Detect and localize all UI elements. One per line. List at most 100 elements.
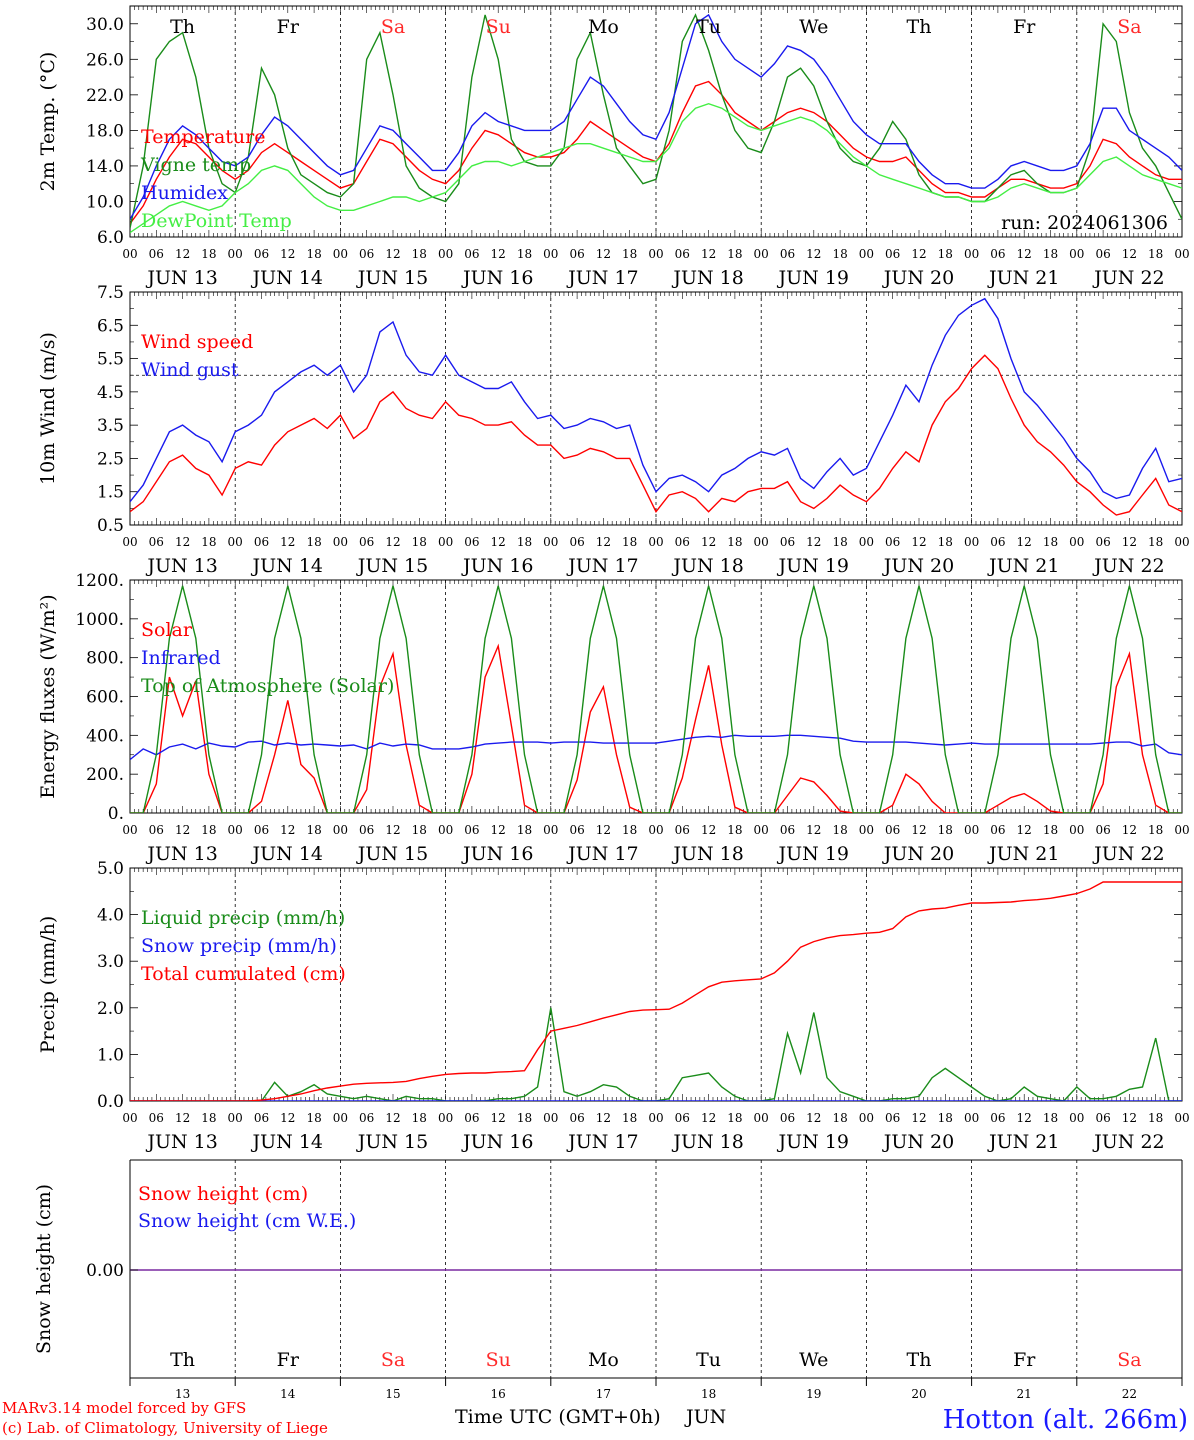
x-day-number: 19: [806, 1387, 821, 1401]
y-tick-label: 30.0: [86, 15, 124, 35]
x-date-label: JUN 20: [882, 1131, 954, 1153]
x-tick-label: 18: [832, 1111, 847, 1125]
x-tick-label: 12: [280, 823, 295, 837]
x-tick-label: 12: [280, 1111, 295, 1125]
x-tick-label: 06: [359, 535, 374, 549]
x-tick-label: 00: [543, 535, 558, 549]
weekday-label: Th: [907, 16, 932, 38]
x-tick-label: 06: [780, 247, 795, 261]
weekday-label: Sa: [381, 1349, 405, 1371]
x-tick-label: 00: [228, 247, 243, 261]
weekday-label: Mo: [588, 16, 619, 38]
y-tick-label: 1000.: [75, 610, 124, 630]
legend-entry: Temperature: [141, 126, 265, 148]
x-tick-label: 06: [885, 823, 900, 837]
x-tick-label: 18: [938, 535, 953, 549]
x-date-label: JUN 22: [1092, 555, 1164, 577]
x-tick-label: 06: [464, 535, 479, 549]
x-tick-label: 18: [938, 1111, 953, 1125]
y-tick-label: 6.0: [97, 228, 124, 248]
x-day-number: 13: [175, 1387, 190, 1401]
y-tick-label: 200.: [86, 765, 124, 785]
legend-entry: Vigne temp: [140, 154, 251, 176]
x-tick-label: 18: [306, 823, 321, 837]
x-tick-label: 18: [412, 1111, 427, 1125]
x-tick-label: 00: [438, 823, 453, 837]
x-tick-label: 00: [1069, 247, 1084, 261]
x-date-label: JUN 19: [777, 1131, 849, 1153]
x-tick-label: 12: [491, 1111, 506, 1125]
x-tick-label: 18: [622, 823, 637, 837]
x-tick-label: 00: [859, 535, 874, 549]
weekday-label: Su: [486, 1349, 511, 1371]
series-line-humidex: [130, 13, 1182, 220]
y-tick-label: 1200.: [75, 571, 124, 591]
x-date-label: JUN 13: [145, 843, 217, 865]
x-tick-label: 06: [675, 535, 690, 549]
x-day-number: 14: [280, 1387, 296, 1401]
x-tick-label: 18: [306, 535, 321, 549]
x-tick-label: 12: [491, 247, 506, 261]
x-tick-label: 18: [412, 823, 427, 837]
station-name: Hotton (alt. 266m): [943, 1405, 1188, 1435]
legend-entry: Humidex: [141, 182, 228, 204]
x-tick-label: 12: [596, 1111, 611, 1125]
x-tick-label: 12: [280, 247, 295, 261]
y-axis-label: Energy fluxes (W/m²): [37, 594, 59, 798]
x-tick-label: 06: [990, 1111, 1005, 1125]
x-tick-label: 12: [701, 1111, 716, 1125]
x-tick-label: 18: [517, 535, 532, 549]
legend-entry: DewPoint Temp: [141, 210, 292, 232]
y-tick-label: 5.0: [97, 859, 124, 879]
x-tick-label: 12: [1122, 823, 1137, 837]
meteogram-panels: 6.0 10.0 14.0 18.0 22.0 26.0 30.0 2m Temp. (°C)…: [33, 5, 1190, 1401]
x-date-label: JUN 13: [145, 555, 217, 577]
weekday-label: Sa: [1117, 1349, 1141, 1371]
time-axis-label: Time UTC (GMT+0h): [455, 1406, 661, 1428]
weekday-label: Th: [170, 1349, 195, 1371]
x-tick-label: 00: [754, 823, 769, 837]
weekday-label: Tu: [696, 16, 721, 38]
x-day-number: 15: [385, 1387, 400, 1401]
x-date-label: JUN 19: [777, 267, 849, 289]
x-tick-label: 06: [464, 247, 479, 261]
x-tick-label: 12: [491, 535, 506, 549]
x-tick-label: 06: [254, 247, 269, 261]
x-tick-label: 00: [438, 1111, 453, 1125]
y-tick-label: 0.0: [97, 1092, 124, 1112]
x-tick-label: 06: [990, 247, 1005, 261]
x-tick-label: 12: [1122, 247, 1137, 261]
x-tick-label: 12: [1017, 535, 1032, 549]
x-tick-label: 00: [122, 247, 137, 261]
x-tick-label: 06: [359, 247, 374, 261]
x-tick-label: 06: [149, 247, 164, 261]
x-date-label: JUN 17: [566, 1131, 638, 1153]
x-tick-label: 06: [569, 823, 584, 837]
x-tick-label: 00: [964, 535, 979, 549]
x-day-number: 17: [596, 1387, 611, 1401]
legend-entry: Liquid precip (mm/h): [141, 907, 345, 929]
footer: MARv3.14 model forced by GFS (c) Lab. of…: [2, 1399, 1188, 1437]
x-tick-label: 18: [1148, 823, 1163, 837]
x-tick-label: 00: [228, 535, 243, 549]
x-date-label: JUN 16: [461, 267, 533, 289]
x-tick-label: 12: [1122, 1111, 1137, 1125]
x-tick-label: 00: [859, 1111, 874, 1125]
x-tick-label: 00: [648, 535, 663, 549]
x-date-label: JUN 20: [882, 555, 954, 577]
x-tick-label: 00: [1174, 535, 1189, 549]
y-tick-label: 10.0: [86, 192, 124, 212]
x-tick-label: 12: [911, 823, 926, 837]
x-tick-label: 06: [1095, 247, 1110, 261]
x-tick-label: 12: [1017, 823, 1032, 837]
y-tick-label: 2.5: [97, 449, 124, 469]
x-tick-label: 00: [228, 1111, 243, 1125]
x-tick-label: 06: [254, 535, 269, 549]
x-tick-label: 18: [201, 823, 216, 837]
x-date-label: JUN 16: [461, 1131, 533, 1153]
x-tick-label: 18: [1043, 823, 1058, 837]
x-date-label: JUN 15: [356, 1131, 428, 1153]
x-tick-label: 18: [832, 823, 847, 837]
series-line-wind-speed: [130, 354, 1182, 516]
